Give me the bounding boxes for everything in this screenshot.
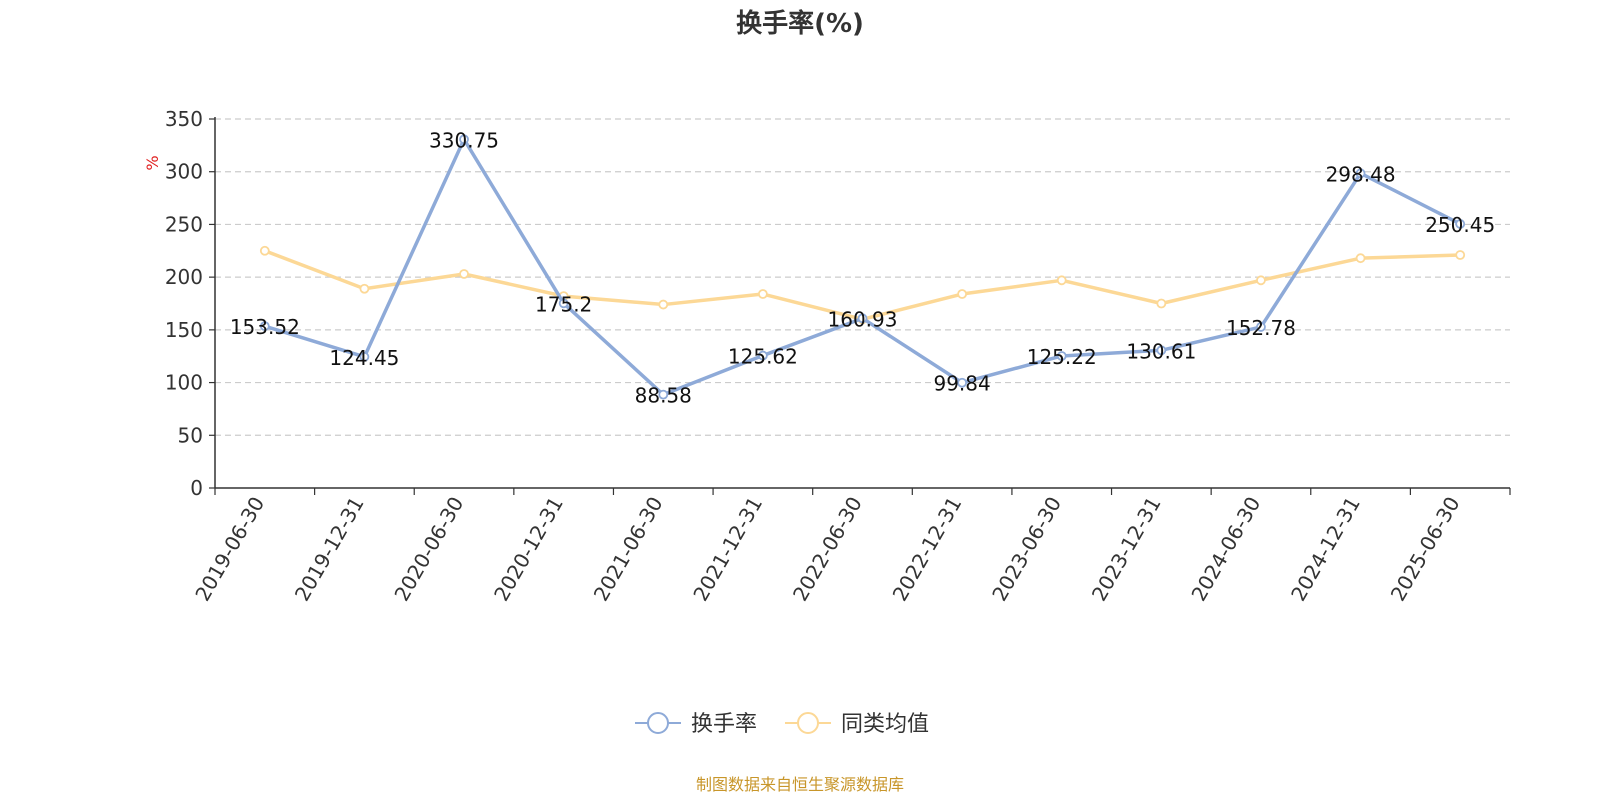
- data-label: 152.78: [1226, 316, 1296, 340]
- x-tick-label: 2022-12-31: [888, 493, 967, 606]
- data-point: [1256, 322, 1266, 332]
- data-label: 160.93: [828, 307, 898, 331]
- series-lines: [259, 134, 1466, 400]
- data-label: 175.2: [535, 292, 592, 316]
- data-point: [757, 289, 768, 299]
- x-tick-label: 2020-12-31: [489, 493, 568, 606]
- data-label: 298.48: [1326, 162, 1396, 186]
- data-label: 88.58: [635, 384, 692, 408]
- data-point: [459, 134, 469, 145]
- data-label: 125.22: [1027, 345, 1097, 369]
- data-label: 125.62: [728, 345, 798, 369]
- gridlines: [215, 118, 1510, 436]
- data-point: [1355, 253, 1366, 264]
- data-label: 99.84: [933, 372, 990, 396]
- legend-marker: [647, 712, 669, 734]
- data-point: [658, 389, 669, 400]
- data-point: [558, 298, 569, 309]
- x-tick-label: 2023-12-31: [1087, 493, 1166, 606]
- data-point: [1156, 345, 1167, 356]
- y-tick-label: 300: [165, 160, 203, 184]
- data-point: [857, 313, 868, 324]
- legend-label: 换手率: [691, 712, 757, 737]
- y-tick-label: 150: [165, 318, 203, 342]
- data-point: [1256, 275, 1266, 286]
- data-point: [1355, 168, 1366, 179]
- data-point: [1056, 351, 1067, 361]
- x-tick-label: 2024-06-30: [1186, 493, 1265, 606]
- legend-marker: [797, 712, 819, 734]
- x-tick-label: 2023-06-30: [987, 493, 1066, 606]
- data-point: [1156, 298, 1167, 309]
- series-line-turnover-rate: [264, 137, 1461, 397]
- data-point: [1455, 219, 1466, 229]
- legend: 换手率 同类均值: [635, 712, 929, 737]
- data-point: [259, 321, 270, 332]
- x-tick-label: 2022-06-30: [788, 493, 867, 606]
- data-label: 124.45: [329, 346, 399, 370]
- x-tick-label: 2021-12-31: [688, 493, 767, 606]
- data-point: [1455, 250, 1466, 260]
- data-point: [259, 245, 270, 256]
- y-tick-label: 250: [165, 212, 203, 236]
- y-tick-label: 350: [165, 107, 203, 131]
- data-label: 250.45: [1425, 213, 1495, 237]
- data-label: 130.61: [1126, 339, 1196, 363]
- x-tick-label: 2025-06-30: [1386, 493, 1465, 606]
- data-point: [957, 289, 968, 299]
- x-tick-label: 2020-06-30: [389, 493, 468, 606]
- data-label: 330.75: [429, 128, 499, 152]
- source-note: 制图数据来自恒生聚源数据库: [696, 775, 904, 794]
- data-point: [1056, 275, 1067, 286]
- x-tick-label: 2024-12-31: [1286, 493, 1365, 606]
- data-label: 153.52: [230, 315, 300, 339]
- data-point: [957, 377, 968, 388]
- x-tick-label: 2019-06-30: [190, 493, 269, 606]
- x-tick-label: 2019-12-31: [290, 493, 369, 606]
- data-labels: 153.52 124.45 330.75 175.2 88.58 125.62 160.93…: [230, 128, 1495, 407]
- data-point: [658, 299, 669, 310]
- y-tick-label: 100: [165, 371, 203, 395]
- legend-label: 同类均值: [841, 712, 929, 737]
- data-point: [459, 269, 469, 279]
- y-tick-label: 0: [190, 476, 203, 500]
- y-tick-label: 50: [178, 423, 203, 447]
- x-tick-label: 2021-06-30: [589, 493, 668, 606]
- y-tick-label: 200: [165, 265, 203, 289]
- data-point: [757, 350, 768, 361]
- chart-title: 换手率(%): [736, 8, 864, 39]
- y-axis-unit-label: %: [143, 155, 162, 170]
- data-point: [359, 283, 370, 294]
- data-point: [359, 351, 370, 362]
